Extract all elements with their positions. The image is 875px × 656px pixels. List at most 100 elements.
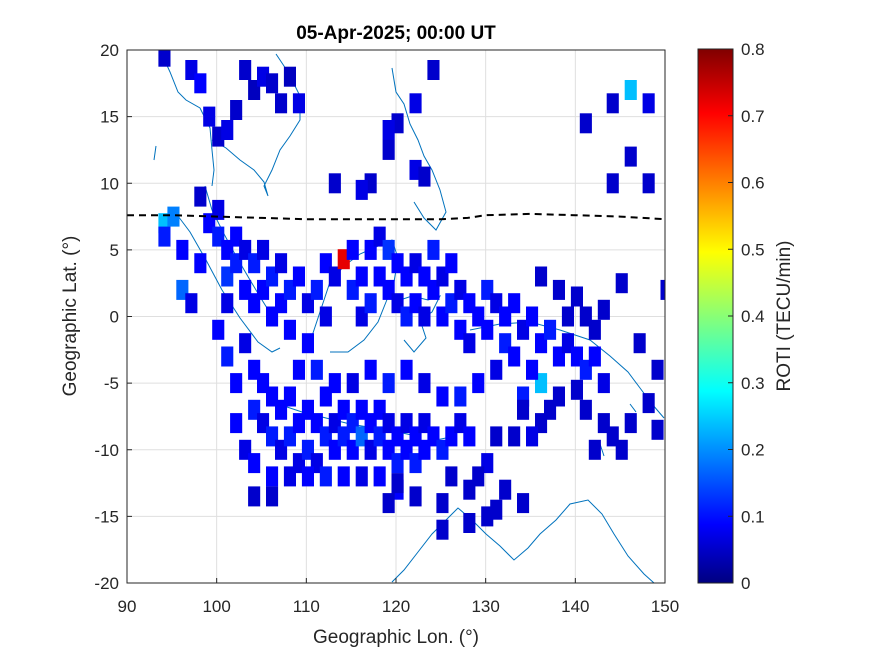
roti-cell-70 <box>508 293 521 314</box>
colorbar-ticks: 0 0.1 0.2 0.3 0.4 0.5 0.6 0.7 0.8 <box>728 40 765 593</box>
roti-cell-72 <box>526 306 539 327</box>
roti-sparse-cell-54 <box>463 479 476 500</box>
x-axis: 90 100 110 120 130 140 150 <box>118 578 679 616</box>
roti-cell-66 <box>481 319 494 340</box>
roti-sparse-cell-30 <box>642 173 655 194</box>
roti-cell-9 <box>212 199 225 220</box>
roti-cell-2 <box>158 226 171 247</box>
roti-sparse-cell-36 <box>651 419 664 440</box>
y-tick-label-5: 5 <box>110 241 119 260</box>
roti-sparse-cell-60 <box>266 486 279 507</box>
roti-sparse-cell-9 <box>292 93 305 114</box>
roti-cell-147 <box>346 373 359 394</box>
y-tick-label-2: -10 <box>94 441 119 460</box>
roti-cell-6 <box>194 253 207 274</box>
roti-cell-80 <box>597 373 610 394</box>
roti-cell-79 <box>588 346 601 367</box>
roti-sparse-cell-41 <box>615 439 628 460</box>
roti-sparse-cell-67 <box>535 266 548 287</box>
x-tick-label-4: 130 <box>471 597 499 616</box>
roti-cell-20 <box>257 239 270 260</box>
roti-sparse-cell-59 <box>248 486 261 507</box>
roti-cell-34 <box>328 266 341 287</box>
roti-cell-86 <box>230 373 243 394</box>
roti-cell-28 <box>292 266 305 287</box>
roti-cell-145 <box>310 359 323 380</box>
roti-sparse-cell-73 <box>660 279 665 300</box>
coast-philippines <box>391 67 447 231</box>
roti-sparse-cell-47 <box>526 426 539 447</box>
roti-cells <box>158 50 665 540</box>
roti-sparse-cell-19 <box>355 179 368 200</box>
roti-cell-84 <box>212 319 225 340</box>
y-tick-label-0: -20 <box>94 574 119 593</box>
colorbar-tick-label-5: 0.5 <box>741 240 765 259</box>
roti-cell-55 <box>427 239 440 260</box>
roti-cell-142 <box>373 466 386 487</box>
roti-sparse-cell-14 <box>427 60 440 80</box>
roti-cell-151 <box>418 373 431 394</box>
roti-cell-140 <box>337 466 350 487</box>
roti-sparse-cell-0 <box>158 50 171 67</box>
roti-cell-87 <box>239 333 252 354</box>
roti-cell-13 <box>221 293 234 314</box>
roti-sparse-cell-48 <box>517 399 530 420</box>
roti-sparse-cell-72 <box>561 306 574 327</box>
roti-cell-148 <box>364 359 377 380</box>
roti-cell-36 <box>346 239 359 260</box>
colorbar-tick-label-0: 0 <box>741 574 750 593</box>
roti-sparse-cell-57 <box>391 473 404 494</box>
roti-cell-53 <box>418 306 431 327</box>
roti-cell-58 <box>445 253 458 274</box>
y-axis-label: Geographic Lat. (°) <box>60 236 81 397</box>
roti-cell-132 <box>463 426 476 447</box>
x-tick-label-5: 140 <box>561 597 589 616</box>
roti-cell-82 <box>526 359 539 380</box>
roti-sparse-cell-68 <box>552 279 565 300</box>
roti-cell-31 <box>310 279 323 300</box>
colorbar-tick-label-3: 0.3 <box>741 374 765 393</box>
roti-cell-136 <box>266 466 279 487</box>
roti-sparse-cell-66 <box>463 513 476 533</box>
roti-cell-32 <box>319 306 332 327</box>
roti-cell-152 <box>436 386 449 407</box>
roti-cell-139 <box>319 466 332 487</box>
x-tick-label-1: 100 <box>202 597 230 616</box>
roti-sparse-cell-64 <box>481 506 494 527</box>
roti-sparse-cell-61 <box>499 479 512 500</box>
roti-sparse-cell-21 <box>382 139 395 160</box>
roti-sparse-cell-24 <box>624 80 637 100</box>
roti-sparse-cell-69 <box>570 286 583 307</box>
roti-cell-5 <box>185 293 198 314</box>
roti-sparse-cell-11 <box>203 106 216 127</box>
roti-sparse-cell-37 <box>624 413 637 434</box>
roti-sparse-cell-42 <box>579 399 592 420</box>
roti-sparse-cell-58 <box>382 493 395 514</box>
roti-cell-7 <box>194 186 207 207</box>
roti-cell-96 <box>283 386 296 407</box>
coast-australia <box>391 499 655 583</box>
roti-cell-85 <box>221 346 234 367</box>
x-tick-label-3: 120 <box>382 597 410 616</box>
roti-sparse-cell-23 <box>418 166 431 187</box>
roti-sparse-cell-26 <box>606 93 619 114</box>
y-tick-label-1: -15 <box>94 507 119 526</box>
roti-sparse-cell-40 <box>588 439 601 460</box>
roti-cell-74 <box>544 319 557 340</box>
y-tick-label-7: 15 <box>100 108 119 127</box>
roti-cell-155 <box>490 359 503 380</box>
roti-sparse-cell-71 <box>588 319 601 340</box>
y-tick-label-3: -5 <box>104 374 119 393</box>
roti-cell-150 <box>400 359 413 380</box>
roti-sparse-cell-53 <box>445 466 458 487</box>
roti-sparse-cell-65 <box>436 519 449 540</box>
roti-sparse-cell-17 <box>382 120 395 140</box>
y-axis: -20 -15 -10 -5 0 5 10 15 20 <box>94 41 132 593</box>
roti-cell-30 <box>301 333 314 354</box>
roti-sparse-cell-7 <box>275 93 288 114</box>
roti-sparse-cell-32 <box>597 299 610 320</box>
roti-sparse-cell-33 <box>633 333 646 354</box>
colorbar-tick-label-4: 0.4 <box>741 307 765 326</box>
roti-sparse-cell-25 <box>642 93 655 114</box>
